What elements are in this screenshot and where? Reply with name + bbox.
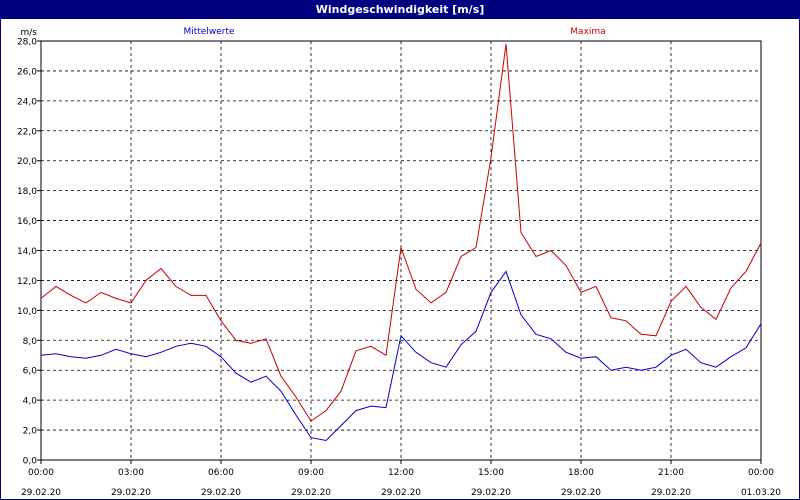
x-tick-time-label: 06:00 — [208, 468, 234, 478]
x-tick-date-label: 29.02.20 — [381, 488, 421, 498]
y-tick-label: 8,0 — [23, 337, 38, 347]
x-tick-date-label: 29.02.20 — [21, 488, 61, 498]
x-tick-date-label: 29.02.20 — [291, 488, 331, 498]
y-tick-label: 6,0 — [23, 367, 38, 377]
y-tick-label: 16,0 — [17, 217, 37, 227]
x-tick-time-label: 15:00 — [478, 468, 504, 478]
legend-maxima: Maxima — [570, 27, 605, 37]
y-tick-label: 24,0 — [17, 97, 37, 107]
y-axis-label: m/s — [21, 28, 38, 38]
legend-mittelwerte: Mittelwerte — [183, 27, 234, 37]
y-tick-label: 18,0 — [17, 187, 37, 197]
x-tick-time-label: 00:00 — [28, 468, 54, 478]
x-tick-time-label: 00:00 — [748, 468, 774, 478]
y-tick-label: 28,0 — [17, 38, 37, 48]
wind-speed-chart: 0,0 2,0 4,0 6,0 8,0 10,0 12,0 14,0 16,0 18,0 20,0 2… — [17, 27, 781, 498]
x-tick-time-label: 18:00 — [568, 468, 594, 478]
y-tick-label: 26,0 — [17, 67, 37, 77]
x-tick-time-label: 12:00 — [388, 468, 414, 478]
y-tick-label: 4,0 — [23, 397, 38, 407]
series-line-mittelwerte — [40, 270, 762, 442]
x-tick-date-label: 29.02.20 — [111, 488, 151, 498]
y-tick-label: 14,0 — [17, 247, 37, 257]
x-tick-date-label: 29.02.20 — [201, 488, 241, 498]
y-tick-label: 2,0 — [23, 427, 38, 437]
series-line-maxima — [40, 43, 762, 422]
x-tick-date-label: 29.02.20 — [651, 488, 691, 498]
x-tick-date-label: 29.02.20 — [471, 488, 511, 498]
y-tick-label: 22,0 — [17, 127, 37, 137]
y-tick-label: 10,0 — [17, 307, 37, 317]
y-tick-label: 0,0 — [23, 457, 38, 467]
x-tick-date-label: 29.02.20 — [561, 488, 601, 498]
window-title: Windgeschwindigkeit [m/s] — [1, 1, 799, 19]
y-tick-label: 20,0 — [17, 157, 37, 167]
x-tick-time-label: 21:00 — [658, 468, 684, 478]
x-tick-time-label: 09:00 — [298, 468, 324, 478]
x-tick-date-label: 01.03.20 — [741, 488, 781, 498]
y-tick-label: 12,0 — [17, 277, 37, 287]
x-tick-time-label: 03:00 — [118, 468, 144, 478]
